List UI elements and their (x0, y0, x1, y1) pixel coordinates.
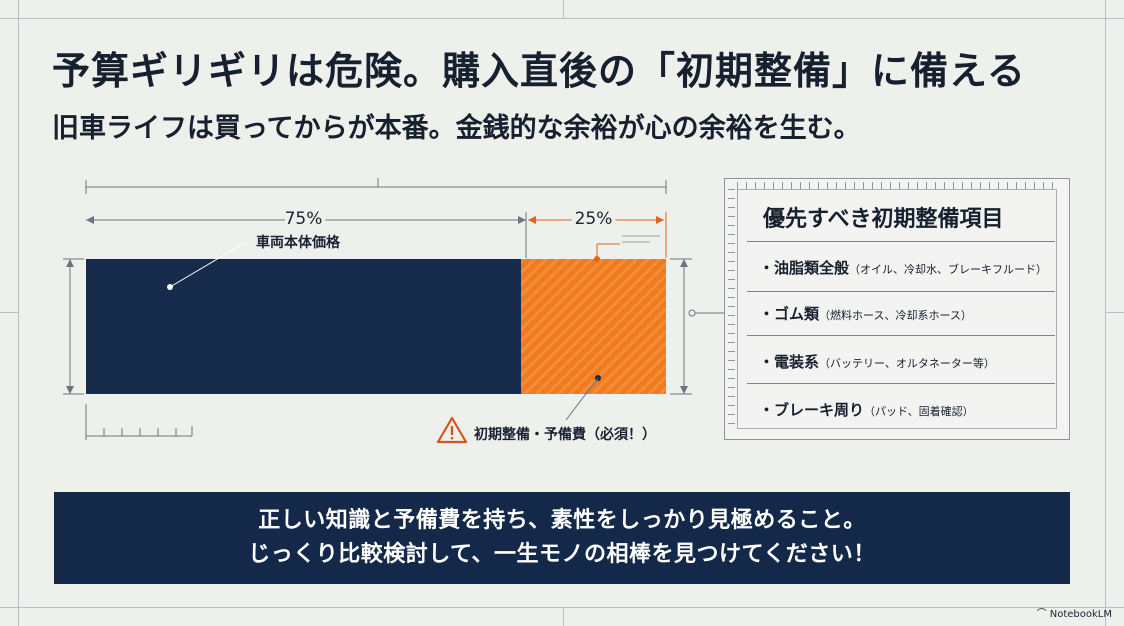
dimension-25 (528, 212, 667, 258)
checklist-title: 優先すべき初期整備項目 (763, 207, 1004, 232)
conclusion-banner: 正しい知識と予備費を持ち、素性をしっかり見極めること。 じっくり比較検討して、一… (54, 492, 1070, 584)
item-label: ・ゴム類 (759, 305, 820, 323)
tick-ruler (85, 404, 193, 440)
frame-line-right (1105, 0, 1106, 626)
panel-inner-frame (737, 189, 1057, 429)
title-rule (747, 241, 1055, 242)
item-note: （燃料ホース、冷却系ホース） (819, 309, 972, 322)
item-label: ・ブレーキ周り (759, 401, 865, 419)
category-label-vehicle-price: 車両本体価格 (256, 234, 341, 251)
item-label: ・油脂類全般 (759, 259, 850, 277)
panel-ruler-left (728, 189, 735, 429)
notebooklm-logo-icon: ⌒ (1036, 609, 1050, 620)
banner-line-2: じっくり比較検討して、一生モノの相棒を見つけてください！ (248, 542, 876, 567)
bar-segment-maintenance-reserve (521, 259, 666, 394)
category-label-maintenance-reserve: 初期整備・予備費（必須！） (474, 426, 656, 443)
page-title: 予算ギリギリは危険。購入直後の「初期整備」に備える (52, 49, 1026, 93)
watermark-text: NotebookLM (1049, 609, 1112, 620)
item-note: （オイル、冷却水、ブレーキフルード） (849, 263, 1048, 276)
item-note: （バッテリー、オルタネーター等） (819, 357, 995, 370)
banner-line-1: 正しい知識と予備費を持ち、素性をしっかり見極めること。 (258, 508, 866, 533)
frame-line-mid-v2 (563, 607, 564, 626)
item-label: ・電装系 (759, 353, 820, 371)
notebooklm-watermark: ⌒ NotebookLM (1037, 605, 1112, 620)
frame-line-mid-h2 (1105, 312, 1124, 313)
checklist-item-brakes: ・ブレーキ周り（パッド、固着確認） (759, 399, 974, 420)
frame-line-bottom (0, 607, 1124, 608)
frame-line-left (18, 0, 19, 626)
bar-segment-vehicle-price (86, 259, 521, 394)
value-label-75: 75% (285, 209, 323, 229)
dimension-75 (86, 212, 527, 258)
item-rule (747, 383, 1055, 384)
warning-triangle-icon (436, 416, 468, 444)
frame-line-top (0, 18, 1124, 19)
frame-line-mid-h (0, 312, 18, 313)
maintenance-checklist-panel: 優先すべき初期整備項目 ・油脂類全般（オイル、冷却水、ブレーキフルード） ・ゴム… (724, 178, 1070, 440)
item-rule (747, 335, 1055, 336)
page-subtitle: 旧車ライフは買ってからが本番。金銭的な余裕が心の余裕を生む。 (52, 113, 861, 144)
checklist-item-rubber: ・ゴム類（燃料ホース、冷却系ホース） (759, 303, 972, 324)
item-rule (747, 291, 1055, 292)
frame-line-mid-v (563, 0, 564, 18)
checklist-item-fluids: ・油脂類全般（オイル、冷却水、ブレーキフルード） (759, 257, 1047, 278)
checklist-item-electrical: ・電装系（バッテリー、オルタネーター等） (759, 351, 995, 372)
panel-ruler-top (737, 182, 1057, 189)
value-label-25: 25% (575, 209, 613, 229)
item-note: （パッド、固着確認） (864, 405, 974, 418)
